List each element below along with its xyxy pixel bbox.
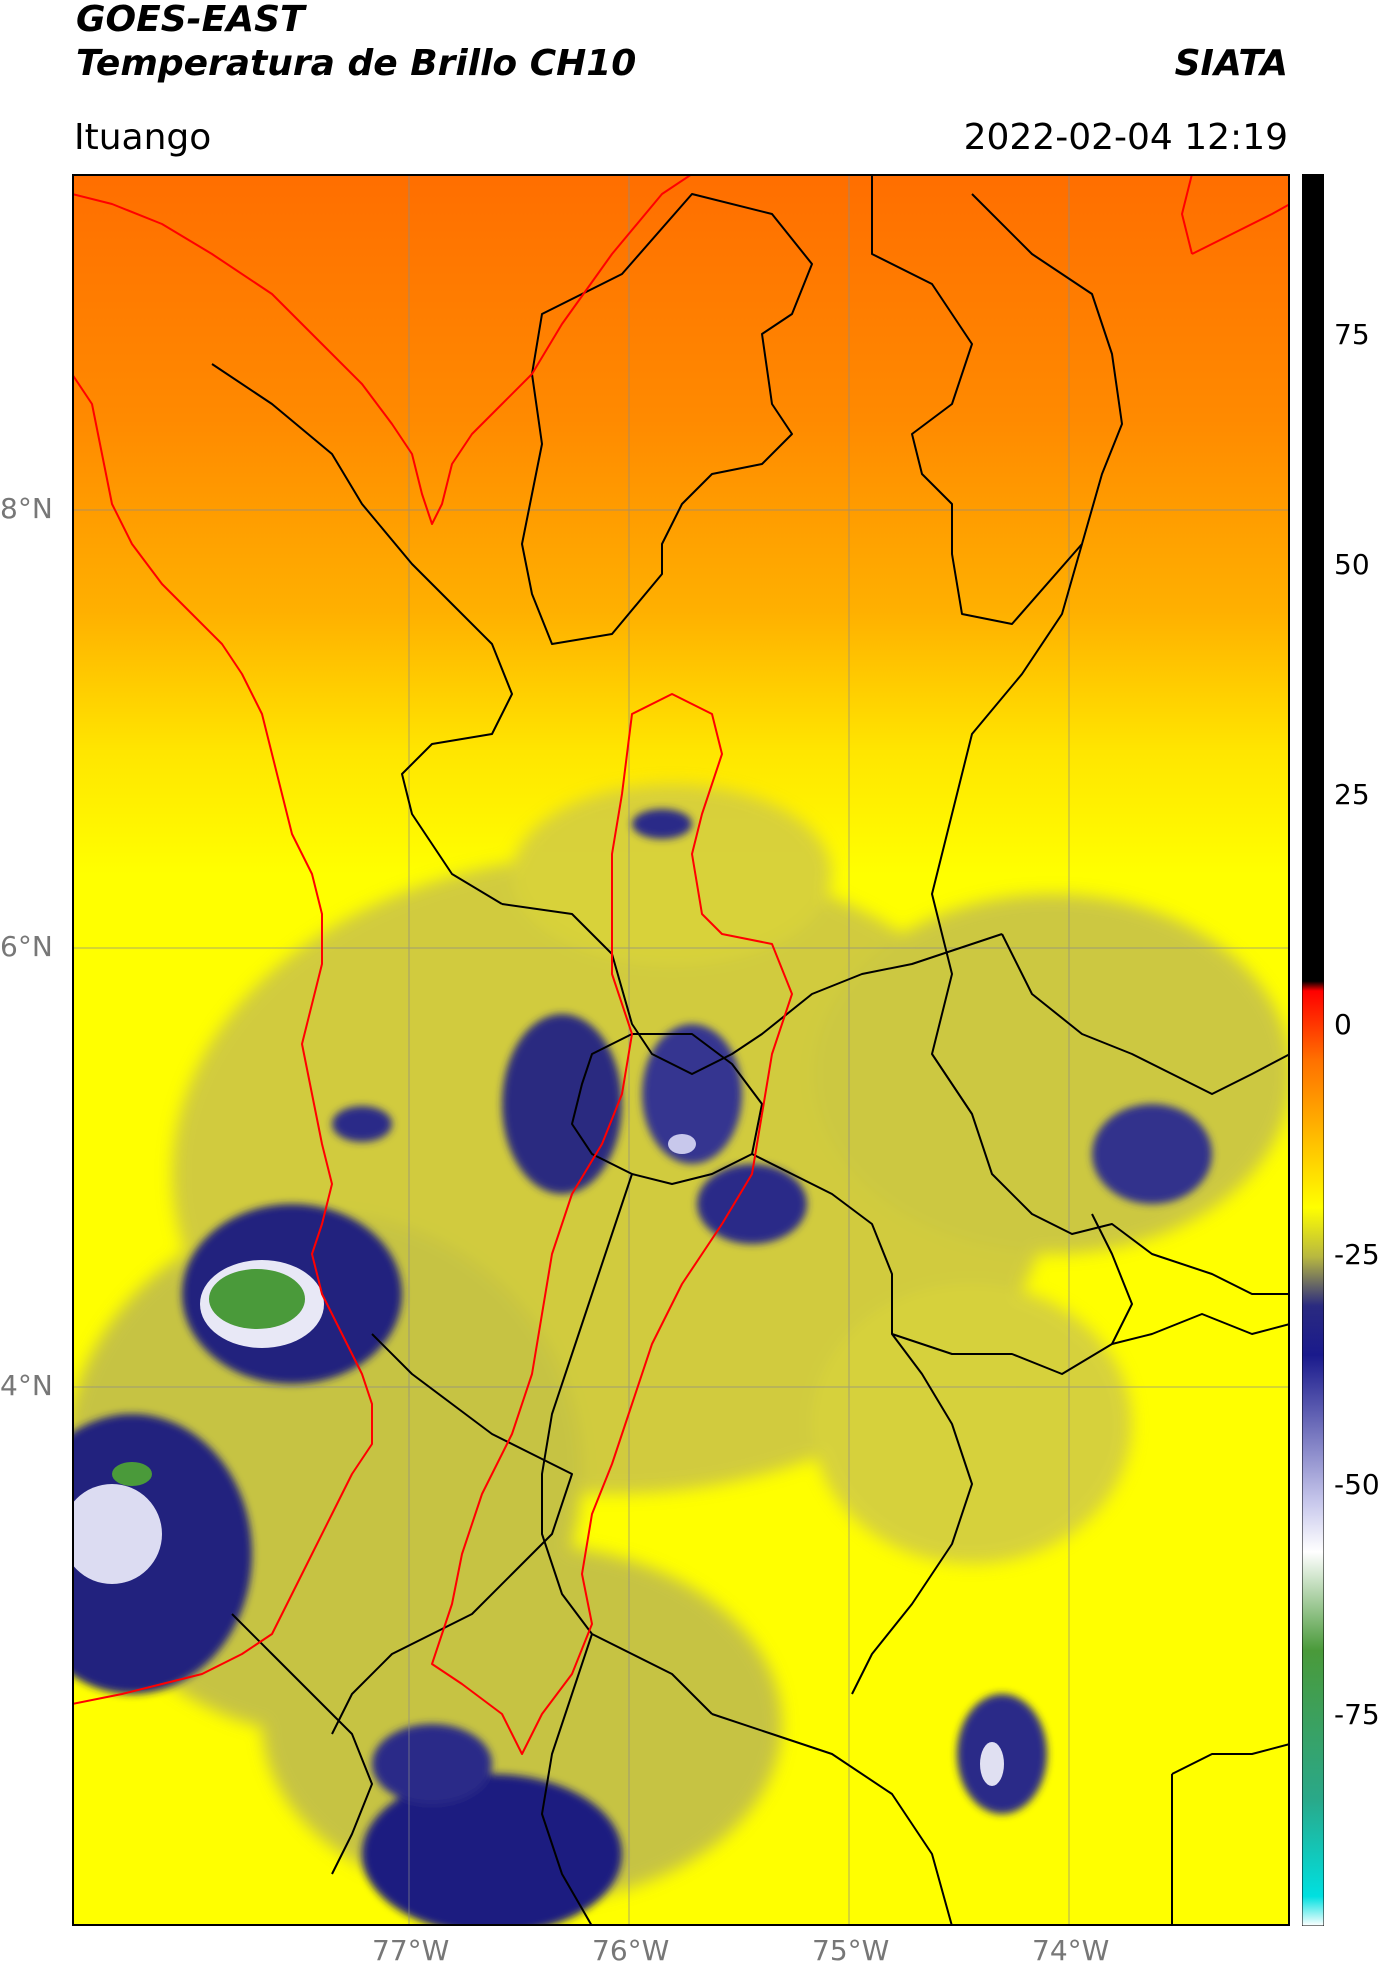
product-title: GOES-EAST	[76, 0, 305, 40]
border-tolima	[541, 1173, 713, 1715]
cold-cloud-layer	[72, 809, 1212, 1926]
border-caldas	[571, 1033, 763, 1185]
border-southeast	[1171, 1743, 1290, 1775]
lon-label-75w: 75°W	[812, 1934, 890, 1967]
border-cauca	[231, 1613, 373, 1875]
lat-label-6n: 6°N	[0, 930, 53, 963]
caribbean-coast	[72, 174, 693, 525]
border-bolivar	[931, 543, 1083, 1115]
colorbar-tick-minus50: -50	[1334, 1468, 1380, 1501]
timestamp-label: 2022-02-04 12:19	[963, 117, 1288, 158]
coastline	[72, 174, 1290, 1705]
lon-label-77w: 77°W	[372, 1934, 450, 1967]
colorbar-tick-50: 50	[1334, 548, 1370, 581]
product-subtitle: Temperatura de Brillo CH10	[76, 43, 637, 84]
location-label: Ituango	[74, 117, 212, 158]
northeast-coast-2	[1181, 174, 1193, 255]
border-cundinamarca	[751, 1153, 973, 1695]
border-sucre	[871, 174, 1123, 625]
border-east-loop	[1091, 1213, 1133, 1345]
border-north	[211, 363, 513, 905]
ituango-basin-outline	[431, 693, 793, 1755]
colorbar-tick-25: 25	[1334, 778, 1370, 811]
lon-label-76w: 76°W	[592, 1934, 670, 1967]
brand-label: SIATA	[1174, 43, 1288, 84]
lat-label-8n: 8°N	[0, 492, 53, 525]
colorbar-tick-75: 75	[1334, 318, 1370, 351]
coldest-cloud-tops	[72, 1134, 1004, 1786]
northeast-coast	[1191, 203, 1290, 255]
brightness-temperature-map[interactable]	[72, 174, 1290, 1926]
border-huila	[541, 1633, 593, 1926]
lat-label-4n: 4°N	[0, 1369, 53, 1402]
border-boyaca	[1001, 933, 1290, 1095]
border-meta-south	[711, 1713, 953, 1926]
olive-cloud-layer	[72, 784, 1290, 1904]
border-valle	[331, 1333, 573, 1735]
border-cordoba	[521, 193, 813, 645]
colorbar-tick-0: 0	[1334, 1008, 1352, 1041]
map-frame	[72, 174, 1290, 1926]
pacific-coast	[72, 373, 373, 1705]
department-borders	[211, 174, 1290, 1926]
colorbar-gradient	[1302, 174, 1324, 1926]
colorbar-tick-minus25: -25	[1334, 1238, 1380, 1271]
lon-label-74w: 74°W	[1032, 1934, 1110, 1967]
border-santander	[931, 1053, 1290, 1295]
colorbar-tick-minus75: -75	[1334, 1698, 1380, 1731]
map-panel[interactable]: 8°N 6°N 4°N 77°W 76°W 75°W 74°W	[0, 174, 1290, 1967]
colorbar	[1302, 174, 1324, 1926]
